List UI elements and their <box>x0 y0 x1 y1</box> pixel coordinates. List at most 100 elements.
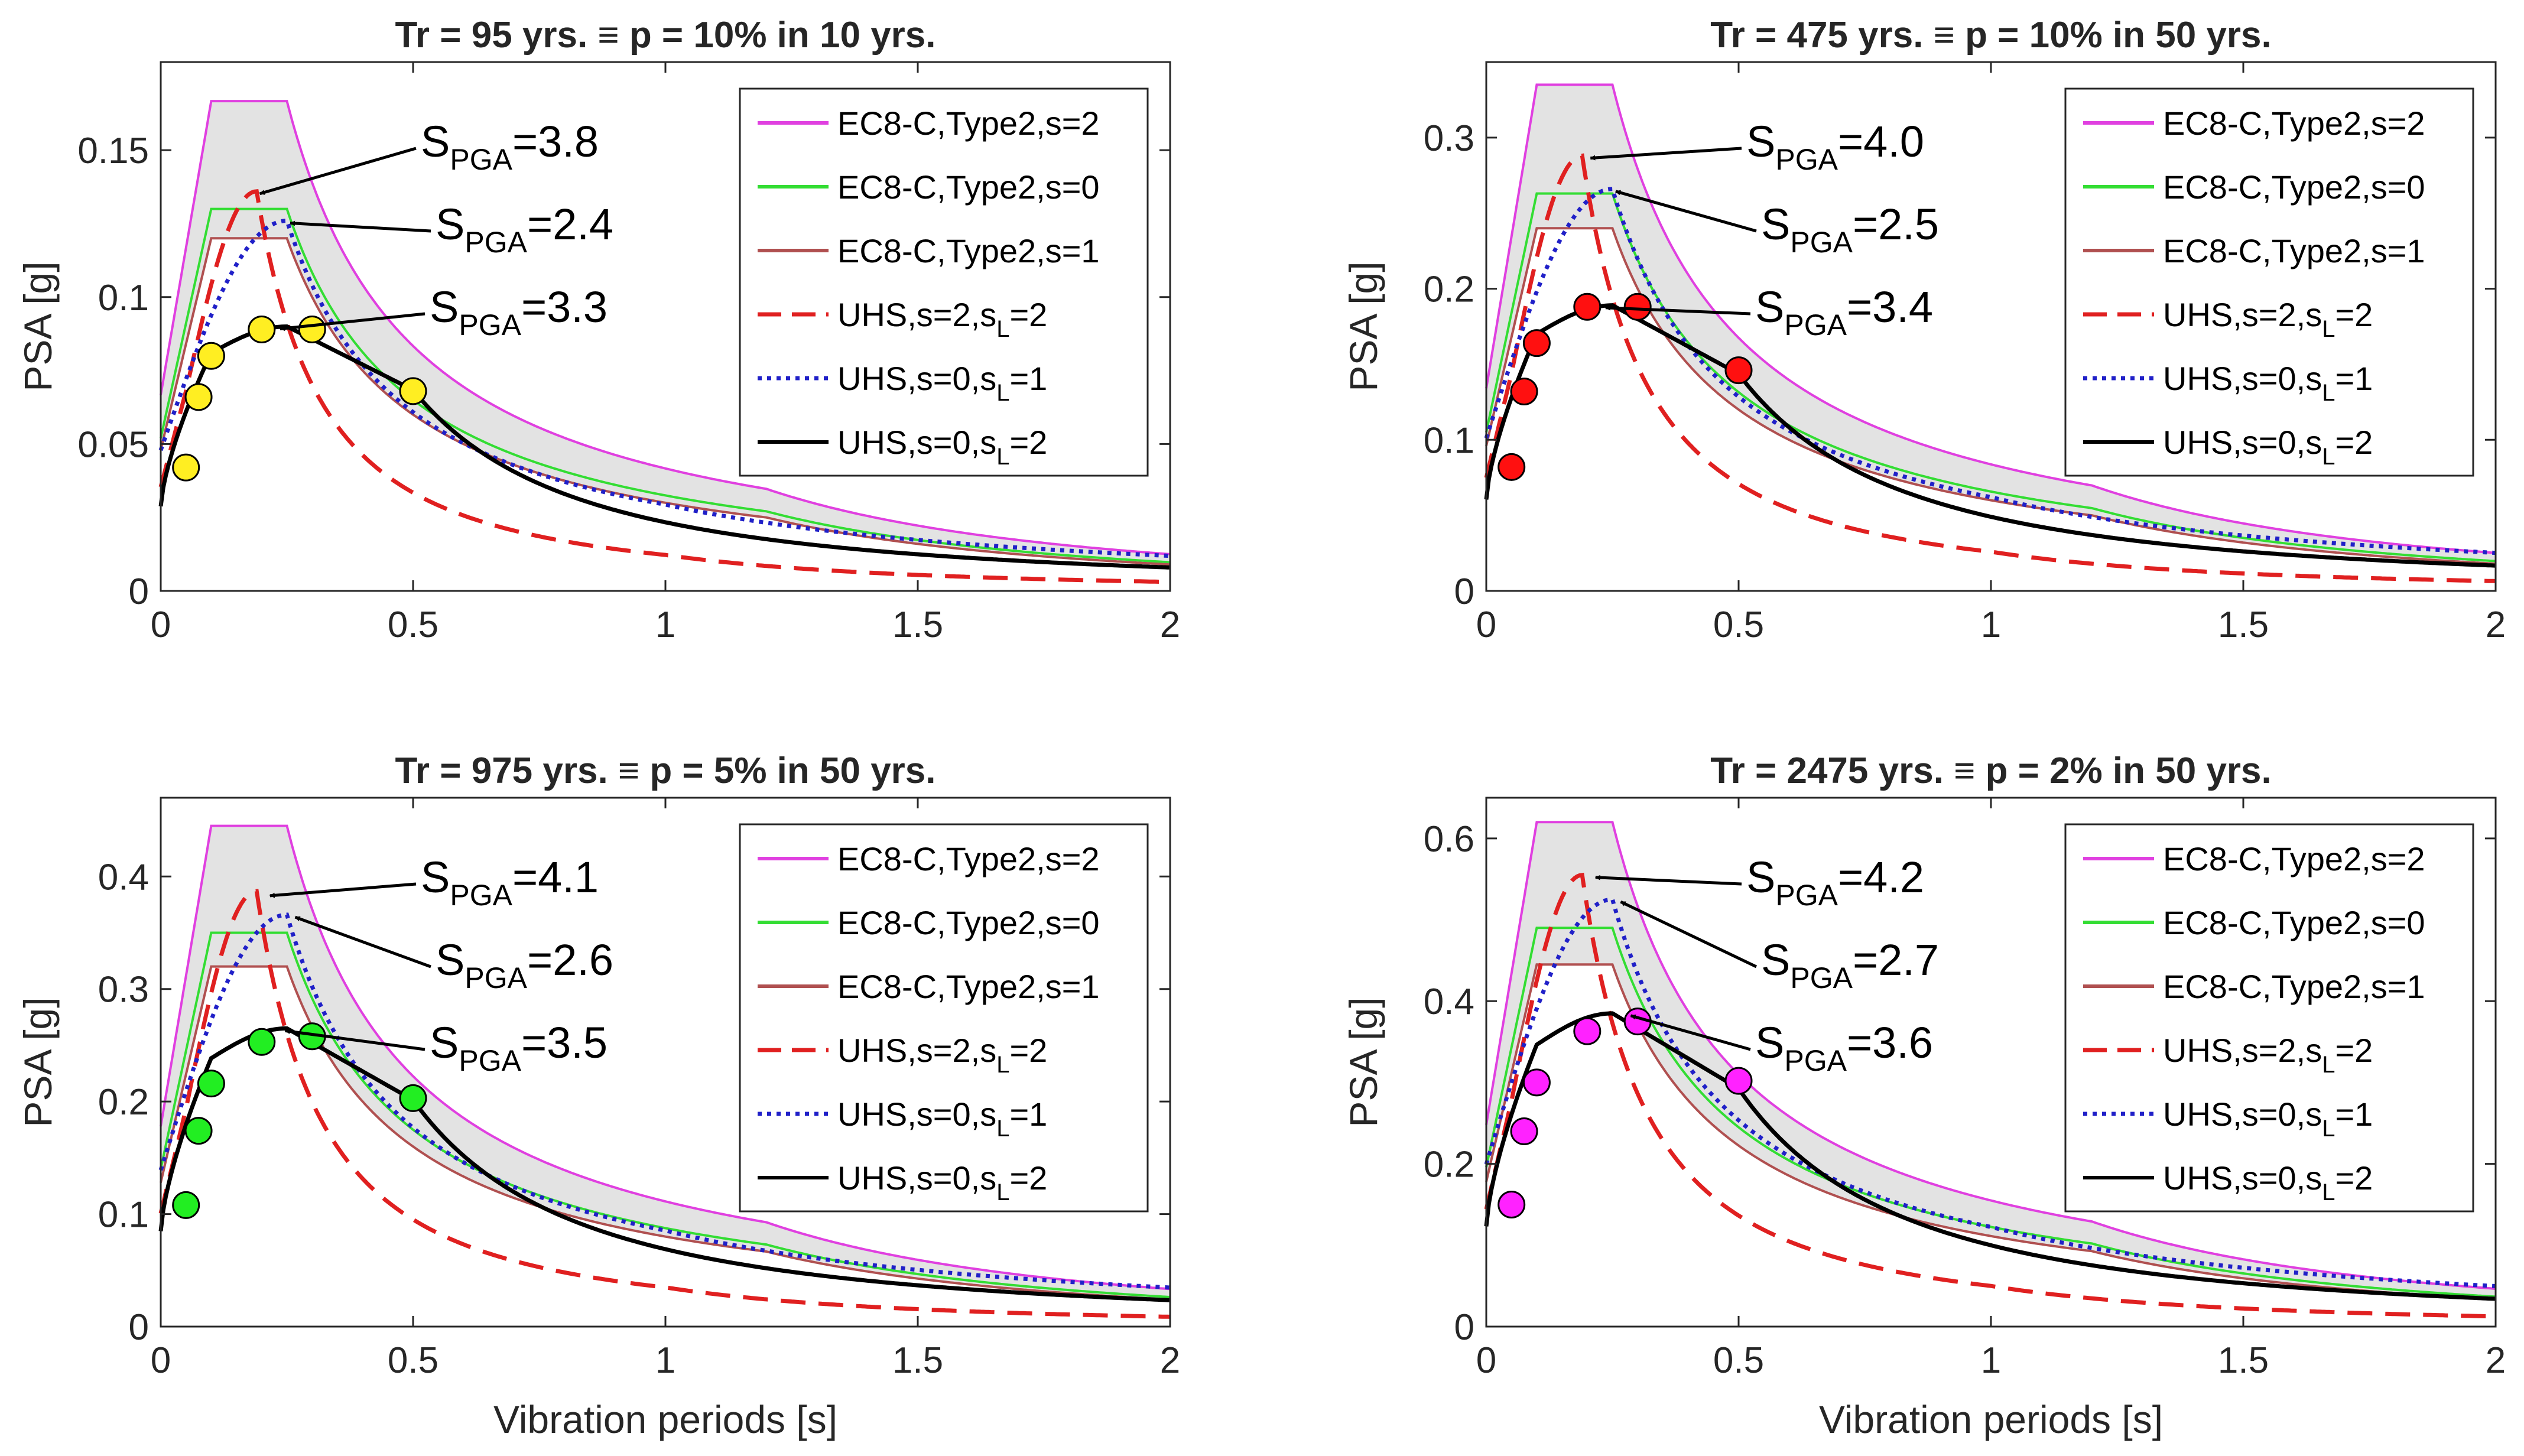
chart-panel-3: 0 0.5 1 1.5 2 0 0.1 0.2 0.3 0.4 Tr = 975 yrs. ≡ p … <box>16 750 1180 1441</box>
uhs-s2-sl2-line <box>1484 872 2496 1319</box>
annotation-label: SPGA=2.5 <box>1761 200 1939 259</box>
legend-label-text: UHS,s=0,s <box>837 360 996 397</box>
legend-label-text: UHS,s=0,s <box>2163 360 2322 397</box>
y-tick-label: 0 <box>1454 571 1474 612</box>
annotation-arrow <box>279 312 425 332</box>
x-tick-label: 0 <box>151 1340 171 1381</box>
chart-panel-1: 0 0.5 1 1.5 2 0 0.05 0.1 0.15 Tr = 95 yrs. ≡ p = … <box>16 15 1180 645</box>
chart-title: Tr = 2475 yrs. ≡ p = 2% in 50 yrs. <box>1710 750 2272 791</box>
legend-label-tail: =1 <box>2335 360 2373 397</box>
data-marker <box>1497 453 1526 481</box>
annotation-symbol: S <box>436 200 464 249</box>
annotation-label: SPGA=3.6 <box>1755 1018 1933 1077</box>
legend: EC8-C,Type2,s=2 EC8-C,Type2,s=0 EC8-C,Type… <box>739 87 1149 477</box>
x-tick-label: 0 <box>1476 604 1496 645</box>
legend-label: UHS,s=0,sL=2 <box>837 1159 1047 1205</box>
legend-label-subscript: L <box>2322 444 2335 470</box>
annotation-value: =4.0 <box>1838 117 1924 166</box>
legend-label-tail: =2 <box>2335 1032 2373 1069</box>
legend-label-tail: =2 <box>1009 1159 1047 1197</box>
legend-label-text: EC8-C,Type2,s=0 <box>837 168 1100 206</box>
y-tick-label: 0.15 <box>77 131 149 171</box>
ec8-s0-line <box>160 931 1171 1298</box>
x-tick-label: 0 <box>1476 1340 1496 1381</box>
legend-label-tail: =2 <box>1009 424 1047 461</box>
x-tick-label: 2 <box>1160 1340 1180 1381</box>
data-marker <box>248 315 276 343</box>
annotation-value: =2.6 <box>527 935 613 984</box>
y-tick-label: 0.6 <box>1424 819 1474 860</box>
legend-label-text: UHS,s=2,s <box>837 1032 996 1069</box>
y-axis-label: PSA [g] <box>1341 261 1385 391</box>
annotation-symbol: S <box>430 1018 459 1067</box>
annotation-arrow <box>1630 1014 1751 1051</box>
legend-label-text: EC8-C,Type2,s=1 <box>837 232 1100 269</box>
annotation-label: SPGA=4.1 <box>421 853 599 912</box>
annotation-label: SPGA=4.0 <box>1746 117 1924 176</box>
legend-label: EC8-C,Type2,s=2 <box>2163 840 2425 878</box>
legend-label: EC8-C,Type2,s=2 <box>837 105 1100 142</box>
annotation-arrow <box>1590 147 1742 161</box>
data-marker <box>1510 1117 1538 1146</box>
data-marker <box>1573 1017 1602 1045</box>
ec8-s0-line <box>160 207 1171 564</box>
annotation-label: SPGA=3.8 <box>421 117 599 176</box>
annotation-symbol: S <box>1755 282 1784 332</box>
ec8-s2-line <box>160 100 1171 555</box>
annotation-label: SPGA=3.3 <box>430 282 608 342</box>
x-tick-label: 0.5 <box>388 1340 438 1381</box>
data-marker <box>399 1084 427 1112</box>
legend-label: EC8-C,Type2,s=0 <box>2163 904 2425 941</box>
legend-label: EC8-C,Type2,s=0 <box>837 904 1100 941</box>
ec8-s2-line <box>1485 83 2496 554</box>
annotation-value: =3.4 <box>1847 282 1933 332</box>
data-marker <box>1522 329 1551 358</box>
legend-label-tail: =2 <box>1009 296 1047 333</box>
legend-label-text: UHS,s=0,s <box>837 1096 996 1133</box>
legend-label: EC8-C,Type2,s=1 <box>2163 232 2425 269</box>
data-marker <box>184 383 213 411</box>
y-tick-label: 0.4 <box>98 857 149 898</box>
legend-label: EC8-C,Type2,s=0 <box>837 168 1100 206</box>
legend-label: EC8-C,Type2,s=0 <box>2163 168 2425 206</box>
data-marker <box>248 1028 276 1056</box>
legend-label: UHS,s=2,sL=2 <box>837 1032 1047 1078</box>
data-marker <box>1724 1067 1753 1095</box>
legend-label-text: EC8-C,Type2,s=2 <box>2163 840 2425 878</box>
legend-label-text: UHS,s=2,s <box>837 296 996 333</box>
y-tick-label: 0.2 <box>1424 269 1474 310</box>
data-marker <box>1497 1190 1526 1218</box>
legend-label: UHS,s=0,sL=1 <box>837 1096 1047 1142</box>
x-axis-label: Vibration periods [s] <box>1819 1398 2163 1441</box>
annotation-symbol: S <box>430 282 459 332</box>
legend-label-text: EC8-C,Type2,s=0 <box>837 904 1100 941</box>
data-marker <box>1623 292 1652 321</box>
legend-label: UHS,s=0,sL=1 <box>837 360 1047 406</box>
legend-label: EC8-C,Type2,s=2 <box>837 840 1100 878</box>
legend-label-subscript: L <box>996 1052 1009 1078</box>
annotation-subscript: PGA <box>1784 308 1847 342</box>
y-tick-label: 0.2 <box>1424 1145 1474 1185</box>
x-axis-label: Vibration periods [s] <box>493 1398 837 1441</box>
x-tick-label: 1.5 <box>892 1340 943 1381</box>
y-tick-label: 0.1 <box>98 278 149 318</box>
legend-label-subscript: L <box>996 380 1009 406</box>
annotation-arrow <box>284 1028 425 1051</box>
legend-label-subscript: L <box>996 316 1009 342</box>
legend-label: EC8-C,Type2,s=1 <box>837 968 1100 1005</box>
y-tick-label: 0.1 <box>1424 420 1474 461</box>
data-marker <box>298 315 326 343</box>
x-tick-label: 0.5 <box>1713 1340 1764 1381</box>
annotation-subscript: PGA <box>450 879 512 912</box>
legend-label-subscript: L <box>2322 380 2335 406</box>
legend-label: UHS,s=0,sL=1 <box>2163 1096 2373 1142</box>
annotation-subscript: PGA <box>1784 1044 1847 1077</box>
data-marker <box>197 342 225 370</box>
y-tick-label: 0.4 <box>1424 982 1474 1022</box>
annotation-value: =4.2 <box>1838 853 1924 902</box>
annotation-arrow <box>1604 305 1751 316</box>
data-marker <box>172 1191 200 1219</box>
chart-panel-2: 0 0.5 1 1.5 2 0 0.1 0.2 0.3 Tr = 475 yrs. ≡ p = 1… <box>1341 15 2506 645</box>
legend-label-text: EC8-C,Type2,s=1 <box>837 968 1100 1005</box>
annotation-arrow <box>294 915 431 968</box>
